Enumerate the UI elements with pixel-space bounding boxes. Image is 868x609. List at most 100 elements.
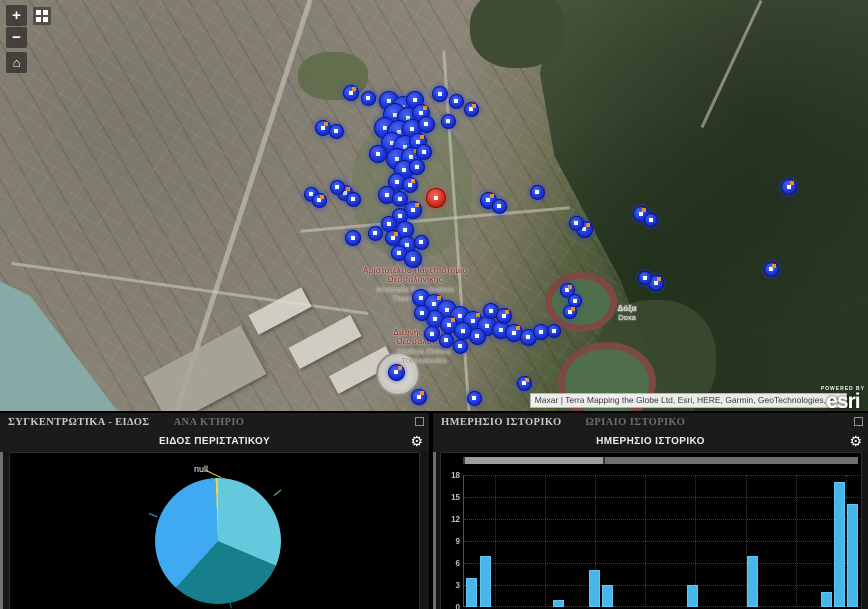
map-marker[interactable] xyxy=(343,85,359,101)
map-marker[interactable] xyxy=(345,191,361,207)
pie-null-label: null xyxy=(193,464,208,474)
pie-chart[interactable] xyxy=(155,478,281,604)
esri-logo-text: esri xyxy=(826,390,860,411)
map-marker[interactable] xyxy=(440,113,456,129)
map-marker[interactable] xyxy=(414,305,430,321)
grid-vline xyxy=(695,475,697,607)
bar-4[interactable] xyxy=(602,585,613,607)
bottom-panels: ΣΥΓΚΕΝΤΡΩΤΙΚΑ - ΕΙΔΟΣ ΑΝΑ ΚΤΗΡΙΟ ΕΙΔΟΣ Π… xyxy=(0,413,868,609)
map-marker[interactable] xyxy=(402,177,418,193)
map-marker[interactable] xyxy=(369,145,387,163)
map-marker[interactable] xyxy=(416,144,432,160)
bar-plot-area xyxy=(463,475,860,607)
grid-vline xyxy=(745,475,747,607)
map-marker[interactable] xyxy=(463,101,479,117)
map-marker[interactable] xyxy=(360,90,376,106)
grid-vline xyxy=(795,475,797,607)
map-marker[interactable] xyxy=(563,305,577,319)
bar-1[interactable] xyxy=(480,556,491,607)
left-panel-titlerow: ΕΙΔΟΣ ΠΕΡΙΣΤΑΤΙΚΟΥ ⚙ xyxy=(0,431,429,452)
bar-7[interactable] xyxy=(821,592,832,607)
map-marker-red[interactable] xyxy=(426,188,446,208)
panel-history: ΗΜΕΡΗΣΙΟ ΙΣΤΟΡΙΚΟ ΩΡΙΑΙΟ ΙΣΤΟΡΙΚΟ ΗΜΕΡΗΣ… xyxy=(433,413,868,609)
map-place-label: Diethnis Ekthesi xyxy=(397,347,451,356)
settings-gear-icon[interactable]: ⚙ xyxy=(849,433,862,449)
y-axis-tick-label: 15 xyxy=(451,493,460,502)
grid-vline xyxy=(645,475,647,607)
map-marker[interactable] xyxy=(438,332,454,348)
slider-handle-right[interactable] xyxy=(603,457,605,464)
basemap-gallery-icon[interactable] xyxy=(33,7,51,25)
map-marker[interactable] xyxy=(568,215,584,231)
expand-window-icon[interactable] xyxy=(415,417,424,426)
map-marker[interactable] xyxy=(311,192,327,208)
map-marker[interactable] xyxy=(638,271,652,285)
bar-8[interactable] xyxy=(834,482,845,607)
y-axis-tick-label: 6 xyxy=(455,559,460,568)
pie-chart-title: ΕΙΔΟΣ ΠΕΡΙΣΤΑΤΙΚΟΥ xyxy=(158,436,271,447)
right-panel-tabbar: ΗΜΕΡΗΣΙΟ ΙΣΤΟΡΙΚΟ ΩΡΙΑΙΟ ΙΣΤΟΡΙΚΟ xyxy=(433,413,868,431)
map-marker[interactable] xyxy=(496,308,512,324)
bar-2[interactable] xyxy=(553,600,564,607)
map-marker[interactable] xyxy=(424,326,440,342)
y-axis-tick-label: 12 xyxy=(451,515,460,524)
map-marker[interactable] xyxy=(516,375,532,391)
grid-hline xyxy=(464,541,860,542)
map-attribution: Maxar | Terra Mapping the Globe Ltd, Esr… xyxy=(529,393,847,408)
bar-3[interactable] xyxy=(589,570,600,607)
map-marker[interactable] xyxy=(411,389,427,405)
bar-5[interactable] xyxy=(687,585,698,607)
slider-handle-left[interactable] xyxy=(463,457,465,464)
map-marker[interactable] xyxy=(547,324,561,338)
map-marker[interactable] xyxy=(345,230,361,246)
tab-daily-history[interactable]: ΗΜΕΡΗΣΙΟ ΙΣΤΟΡΙΚΟ xyxy=(441,416,562,428)
map-marker[interactable] xyxy=(417,115,435,133)
map-place-label: Δόξα xyxy=(617,304,637,313)
map-marker[interactable] xyxy=(763,261,779,277)
map-marker[interactable] xyxy=(644,213,658,227)
home-button[interactable]: ⌂ xyxy=(6,52,27,73)
map-marker[interactable] xyxy=(329,179,345,195)
map-marker[interactable] xyxy=(491,198,507,214)
map-marker[interactable] xyxy=(781,179,797,195)
map-marker[interactable] xyxy=(529,184,545,200)
map-marker[interactable] xyxy=(367,225,383,241)
map-marker[interactable] xyxy=(328,123,344,139)
map-marker[interactable] xyxy=(468,327,486,345)
y-axis-tick-label: 0 xyxy=(455,603,460,609)
bar-6[interactable] xyxy=(747,556,758,607)
tab-hourly-history[interactable]: ΩΡΙΑΙΟ ΙΣΤΟΡΙΚΟ xyxy=(585,416,686,428)
grid-hline xyxy=(464,519,860,520)
map-place-label: Thessalonikis xyxy=(401,356,447,365)
expand-window-icon[interactable] xyxy=(854,417,863,426)
map-marker[interactable] xyxy=(432,86,448,102)
y-axis-tick-label: 9 xyxy=(455,537,460,546)
zoom-in-button[interactable]: + xyxy=(6,5,27,26)
map-canvas[interactable]: Αριστοτέλειο Πανεπιστήμιο Θεσσαλονίκης Ari… xyxy=(0,0,868,411)
map-marker[interactable] xyxy=(381,216,397,232)
map-marker[interactable] xyxy=(392,191,408,207)
map-marker[interactable] xyxy=(404,250,422,268)
bar-chart-title: ΗΜΕΡΗΣΙΟ ΙΣΤΟΡΙΚΟ xyxy=(596,436,705,447)
bar-0[interactable] xyxy=(466,578,477,607)
settings-gear-icon[interactable]: ⚙ xyxy=(410,433,423,449)
panel-edge-strip xyxy=(0,452,3,609)
map-marker[interactable] xyxy=(413,234,429,250)
map-marker[interactable] xyxy=(559,282,575,298)
map-marker[interactable] xyxy=(648,275,664,291)
map-marker[interactable] xyxy=(448,93,464,109)
grid-vline xyxy=(845,475,847,607)
y-axis-tick-label: 3 xyxy=(455,581,460,590)
map-marker[interactable] xyxy=(409,159,425,175)
map-marker[interactable] xyxy=(452,338,468,354)
tab-summary-by-type[interactable]: ΣΥΓΚΕΝΤΡΩΤΙΚΑ - ΕΙΔΟΣ xyxy=(8,416,150,428)
zoom-out-button[interactable]: − xyxy=(6,27,27,48)
map-marker[interactable] xyxy=(466,390,482,406)
map-marker[interactable] xyxy=(533,324,549,340)
tab-per-building[interactable]: ΑΝΑ ΚΤΗΡΙΟ xyxy=(173,416,245,428)
bar-9[interactable] xyxy=(847,504,858,607)
time-range-slider[interactable] xyxy=(463,457,858,464)
map-marker[interactable] xyxy=(387,363,405,381)
y-axis-tick-label: 18 xyxy=(451,471,460,480)
